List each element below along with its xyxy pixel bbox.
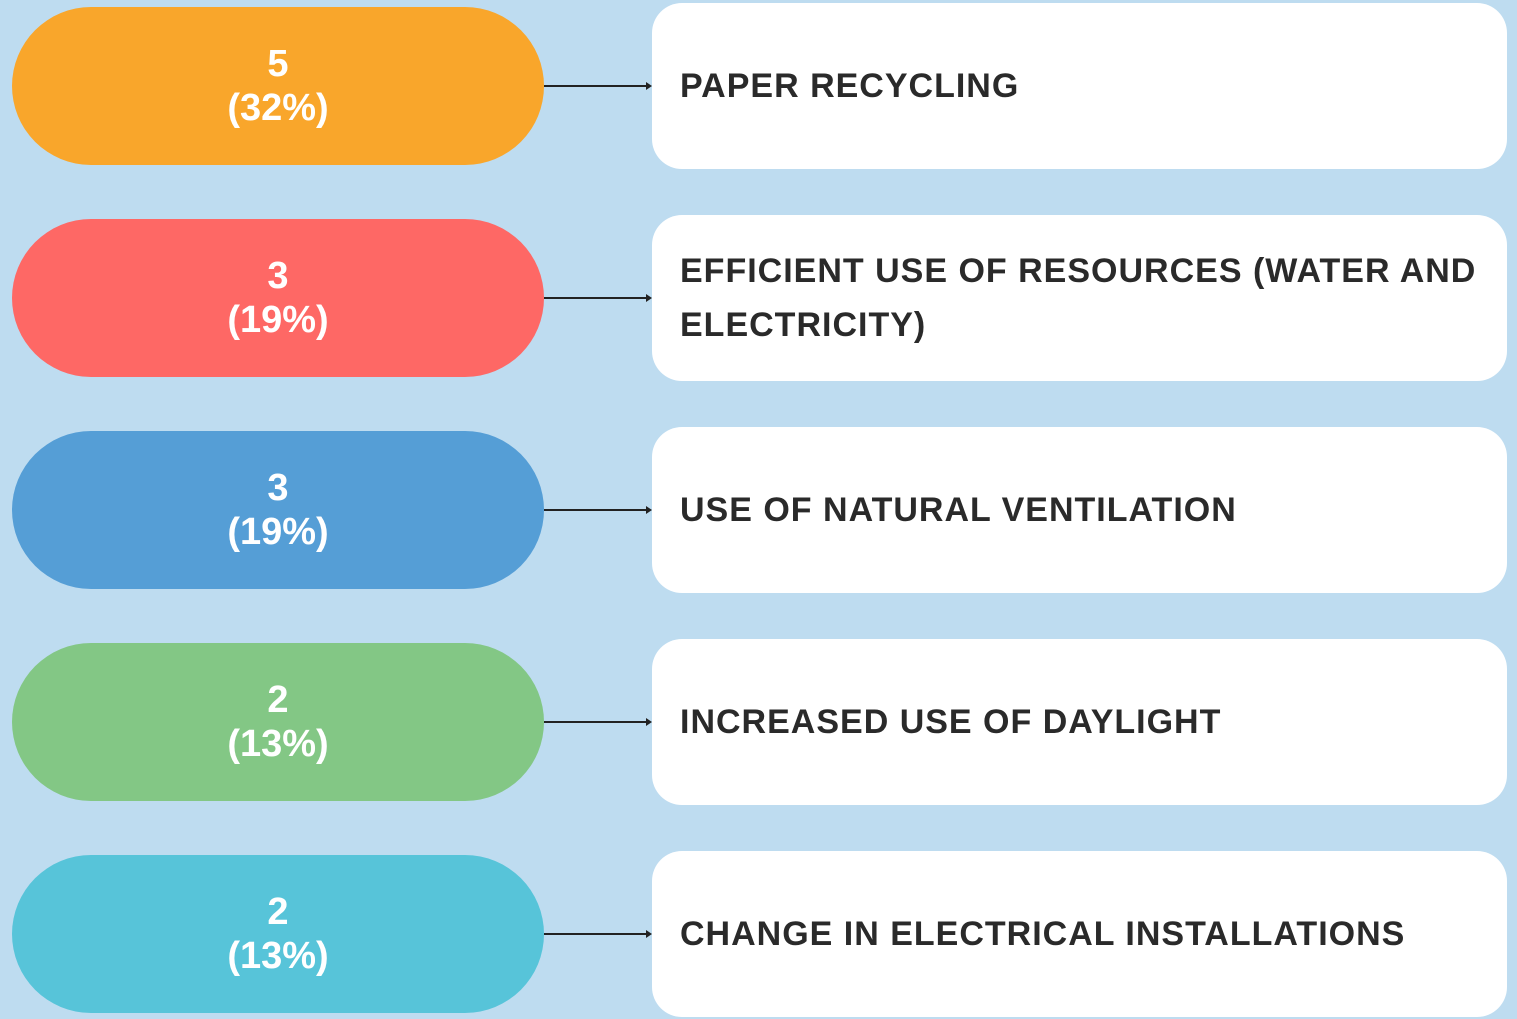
count-pill: 3 (19%) [12,431,544,589]
arrow-head [646,294,652,302]
count-pill: 2 (13%) [12,643,544,801]
share: (32%) [227,87,329,129]
label: PAPER RECYCLING [680,67,1020,105]
count: 3 [267,255,289,297]
count-pill: 2 (13%) [12,855,544,1013]
arrow-head [646,718,652,726]
label: EFFICIENT USE OF RESOURCES (WATER AND EL… [680,252,1477,344]
share: (13%) [227,723,329,765]
label: USE OF NATURAL VENTILATION [680,491,1237,529]
count: 3 [267,467,289,509]
label-box: EFFICIENT USE OF RESOURCES (WATER AND EL… [652,215,1507,381]
share: (19%) [227,511,329,553]
count-pill: 5 (32%) [12,7,544,165]
label-box: PAPER RECYCLING [652,3,1507,169]
label: INCREASED USE OF DAYLIGHT [680,703,1222,741]
label: CHANGE IN ELECTRICAL INSTALLATIONS [680,915,1406,953]
count: 2 [267,891,289,933]
arrow-head [646,506,652,514]
arrow-head [646,82,652,90]
share: (19%) [227,299,329,341]
count-pill: 3 (19%) [12,219,544,377]
count: 5 [267,43,289,85]
label-box: USE OF NATURAL VENTILATION [652,427,1507,593]
share: (13%) [227,935,329,977]
label-box: CHANGE IN ELECTRICAL INSTALLATIONS [652,851,1507,1017]
count: 2 [267,679,289,721]
label-box: INCREASED USE OF DAYLIGHT [652,639,1507,805]
arrow-head [646,930,652,938]
